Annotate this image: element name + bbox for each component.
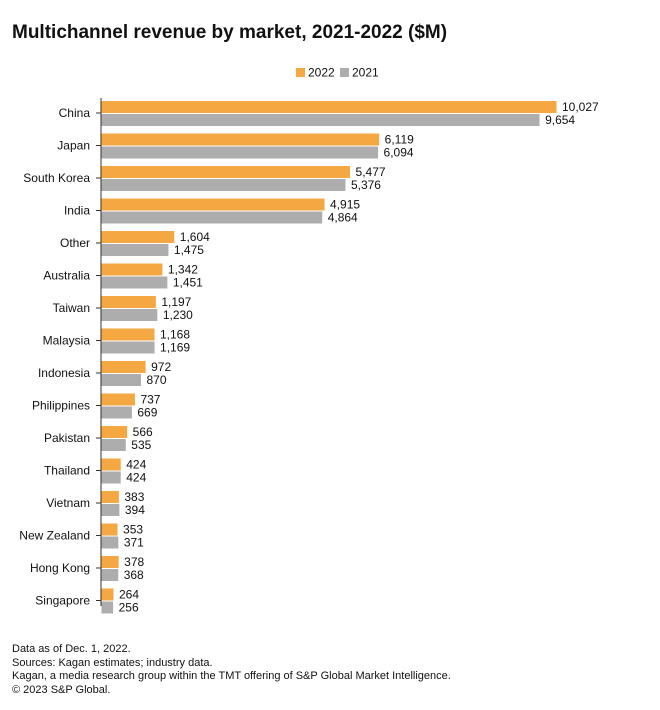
data-label-2021: 256 — [119, 601, 139, 615]
data-label-2021: 535 — [131, 438, 151, 452]
data-label-2022: 1,197 — [161, 295, 191, 309]
data-label-2021: 4,864 — [328, 211, 358, 225]
bar-2021 — [101, 439, 126, 451]
bar-2021 — [101, 504, 120, 516]
data-label-2022: 424 — [126, 458, 146, 472]
bar-2021 — [101, 276, 168, 289]
bar-2022 — [101, 166, 351, 178]
category-label: Taiwan — [53, 301, 90, 315]
category-label: Hong Kong — [30, 561, 90, 575]
bar-2022 — [101, 393, 135, 406]
data-label-2022: 353 — [123, 523, 143, 537]
category-label: Pakistan — [44, 431, 90, 445]
bar-2021 — [101, 601, 114, 614]
bar-2022 — [101, 361, 146, 373]
bar-2021 — [101, 211, 323, 224]
legend-label-2022: 2022 — [308, 66, 335, 80]
data-label-2021: 424 — [126, 471, 146, 485]
footer-attribution: Kagan, a media research group within the… — [12, 670, 451, 682]
data-label-2022: 972 — [151, 360, 171, 374]
category-label: South Korea — [23, 171, 90, 185]
data-label-2022: 264 — [119, 588, 139, 602]
data-label-2021: 6,094 — [384, 146, 414, 160]
bar-2022 — [101, 588, 114, 601]
category-label: Philippines — [32, 399, 90, 413]
bar-2022 — [101, 523, 118, 536]
bar-2022 — [101, 556, 119, 568]
data-label-2022: 566 — [133, 425, 153, 439]
bar-2021 — [101, 114, 540, 126]
data-label-2021: 669 — [137, 406, 157, 420]
category-label: Thailand — [44, 464, 90, 478]
category-label: Japan — [57, 139, 90, 153]
bar-2022 — [101, 231, 175, 243]
data-label-2021: 368 — [124, 568, 144, 582]
bar-2021 — [101, 341, 155, 354]
data-label-2022: 383 — [124, 490, 144, 504]
bar-2022 — [101, 328, 155, 341]
bar-2022 — [101, 426, 128, 438]
footer-date-note: Data as of Dec. 1, 2022. — [12, 643, 131, 655]
bar-2021 — [101, 471, 121, 484]
legend-swatch-2021 — [340, 68, 349, 77]
data-label-2021: 1,230 — [163, 308, 193, 322]
category-label: China — [59, 106, 91, 120]
category-label: Singapore — [35, 594, 90, 608]
bar-2022 — [101, 263, 163, 276]
data-label-2022: 1,342 — [168, 263, 198, 277]
data-label-2021: 5,376 — [351, 178, 381, 192]
category-label: Malaysia — [43, 334, 91, 348]
bar-2021 — [101, 179, 346, 191]
bar-2021 — [101, 309, 158, 321]
data-label-2021: 394 — [125, 503, 145, 517]
bar-2021 — [101, 244, 169, 256]
data-label-2022: 1,604 — [180, 230, 210, 244]
data-label-2022: 5,477 — [356, 165, 386, 179]
bar-2022 — [101, 198, 325, 211]
category-label: Other — [60, 236, 90, 250]
data-label-2021: 1,169 — [160, 341, 190, 355]
chart-title: Multichannel revenue by market, 2021-202… — [12, 22, 448, 43]
bar-2021 — [101, 536, 119, 549]
category-label: India — [64, 204, 90, 218]
bar-2022 — [101, 133, 380, 146]
bar-2022 — [101, 101, 557, 113]
data-label-2022: 6,119 — [385, 133, 414, 147]
data-label-2022: 1,168 — [160, 328, 190, 342]
legend-label-2021: 2021 — [352, 66, 379, 80]
legend-swatch-2022 — [296, 68, 305, 77]
data-label-2022: 4,915 — [330, 198, 360, 212]
data-label-2021: 870 — [146, 373, 166, 387]
bar-2022 — [101, 491, 119, 503]
data-label-2021: 371 — [124, 536, 144, 550]
data-label-2021: 9,654 — [545, 113, 575, 127]
category-label: Vietnam — [46, 496, 90, 510]
category-label: Indonesia — [38, 366, 90, 380]
bar-2022 — [101, 296, 156, 308]
bar-2021 — [101, 569, 119, 581]
footer-copyright: © 2023 S&P Global. — [12, 683, 111, 696]
category-label: New Zealand — [19, 529, 90, 543]
data-label-2021: 1,451 — [173, 276, 203, 290]
category-label: Australia — [43, 269, 90, 283]
bar-2022 — [101, 458, 121, 471]
bar-2021 — [101, 146, 379, 159]
data-label-2022: 378 — [124, 555, 144, 569]
data-label-2021: 1,475 — [174, 243, 204, 257]
footer-sources: Sources: Kagan estimates; industry data. — [12, 656, 213, 669]
bar-2021 — [101, 406, 132, 419]
data-label-2022: 10,027 — [562, 100, 599, 114]
data-label-2022: 737 — [140, 393, 160, 407]
bar-2021 — [101, 374, 141, 386]
footer-notes: Data as of Dec. 1, 2022. Sources: Kagan … — [12, 643, 451, 697]
